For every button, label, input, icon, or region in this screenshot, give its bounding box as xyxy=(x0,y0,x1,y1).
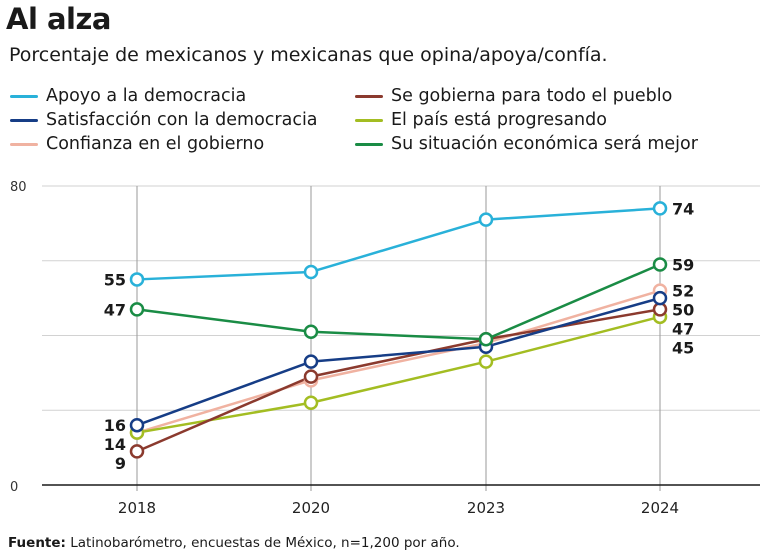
data-label: 16 xyxy=(104,416,126,435)
x-tick-label: 2024 xyxy=(641,499,679,517)
chart-subtitle: Porcentaje de mexicanos y mexicanas que … xyxy=(9,44,608,66)
legend: Apoyo a la democracia Se gobierna para t… xyxy=(10,84,770,164)
data-point xyxy=(303,369,319,384)
legend-item-progresando: El país está progresando xyxy=(355,108,607,132)
y-tick-label: 0 xyxy=(10,480,18,495)
data-label: 47 xyxy=(104,300,126,319)
legend-item-confianza: Confianza en el gobierno xyxy=(10,132,264,156)
data-point xyxy=(129,444,145,459)
data-label: 45 xyxy=(672,339,694,358)
y-tick-label: 80 xyxy=(10,180,27,195)
source-label: Fuente: xyxy=(8,535,66,551)
legend-item-situacion: Su situación económica será mejor xyxy=(355,132,698,156)
legend-item-satisfaccion: Satisfacción con la democracia xyxy=(10,108,318,132)
data-point xyxy=(478,331,494,347)
data-point xyxy=(129,302,145,317)
data-point xyxy=(129,417,145,433)
legend-label: El país está progresando xyxy=(391,110,607,130)
data-label: 74 xyxy=(672,199,694,218)
legend-label: Se gobierna para todo el pueblo xyxy=(391,86,673,106)
data-point xyxy=(652,290,668,306)
series-line xyxy=(136,308,661,453)
data-label: 9 xyxy=(115,454,126,473)
source-note: Fuente: Latinobarómetro, encuestas de Mé… xyxy=(8,535,460,551)
data-label: 59 xyxy=(672,255,694,274)
x-tick-label: 2023 xyxy=(467,499,505,517)
legend-label: Satisfacción con la democracia xyxy=(46,110,318,130)
data-point xyxy=(652,201,668,216)
legend-swatch xyxy=(10,118,38,122)
legend-swatch xyxy=(355,118,383,122)
data-point xyxy=(303,354,319,369)
data-point xyxy=(303,324,319,340)
legend-label: Confianza en el gobierno xyxy=(46,134,265,154)
legend-swatch xyxy=(10,94,38,98)
legend-swatch xyxy=(355,94,383,98)
legend-label: Su situación económica será mejor xyxy=(391,134,698,154)
data-point xyxy=(478,354,494,369)
legend-item-apoyo: Apoyo a la democracia xyxy=(10,84,246,108)
series-line xyxy=(136,315,661,434)
data-label: 52 xyxy=(672,282,694,301)
data-label: 14 xyxy=(104,435,126,454)
x-tick-label: 2020 xyxy=(292,499,330,517)
legend-item-pueblo: Se gobierna para todo el pueblo xyxy=(355,84,672,108)
chart-title: Al alza xyxy=(6,2,111,36)
legend-swatch xyxy=(10,142,38,146)
series-line xyxy=(136,296,661,427)
series-line xyxy=(136,289,661,434)
data-point xyxy=(478,212,494,227)
data-point xyxy=(652,257,668,272)
data-point xyxy=(303,395,319,411)
series-line xyxy=(136,263,661,341)
data-point xyxy=(129,272,145,287)
data-label: 55 xyxy=(104,270,126,289)
legend-swatch xyxy=(355,142,383,146)
data-label: 47 xyxy=(672,320,694,339)
legend-label: Apoyo a la democracia xyxy=(46,86,247,106)
x-tick-label: 2018 xyxy=(118,499,156,517)
data-label: 50 xyxy=(672,301,694,320)
source-text: Latinobarómetro, encuestas de México, n=… xyxy=(70,535,460,551)
series-line xyxy=(136,207,661,281)
data-point xyxy=(303,264,319,280)
